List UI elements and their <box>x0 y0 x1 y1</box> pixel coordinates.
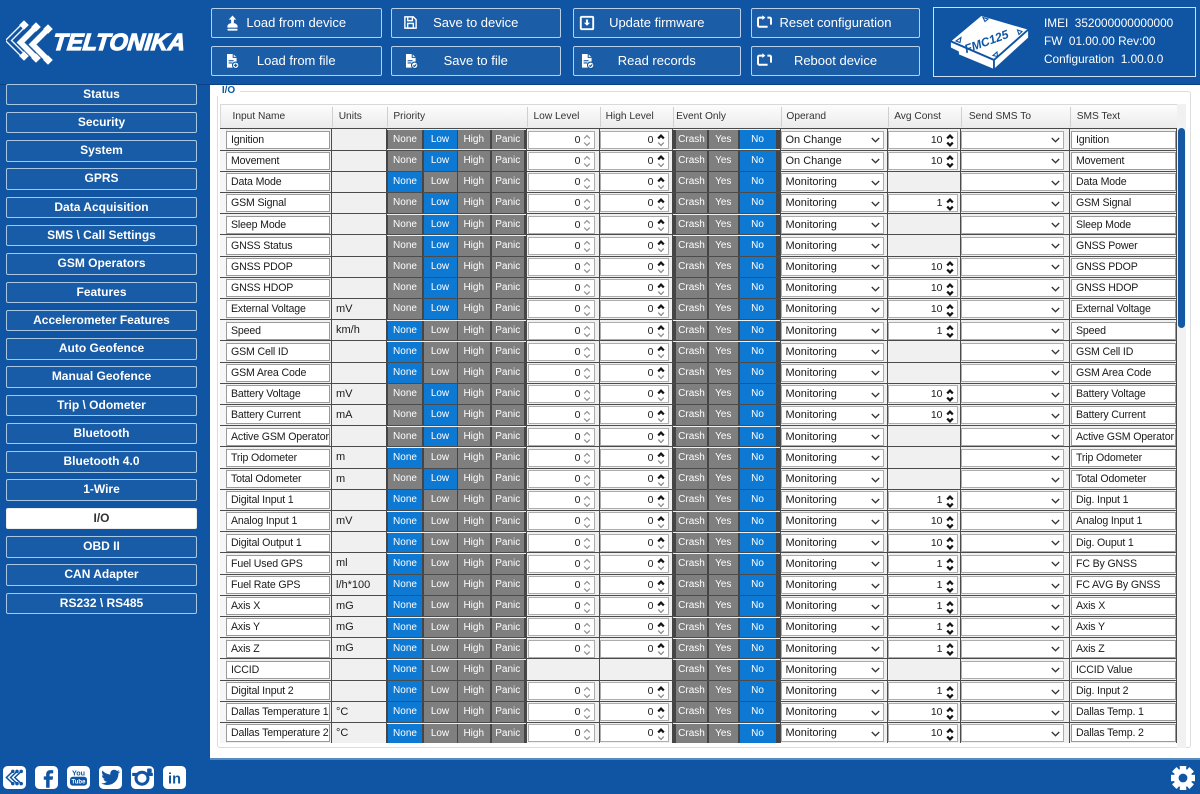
svg-text:You: You <box>71 768 84 777</box>
svg-text:in: in <box>168 771 181 787</box>
svg-text:Tube: Tube <box>71 779 86 785</box>
